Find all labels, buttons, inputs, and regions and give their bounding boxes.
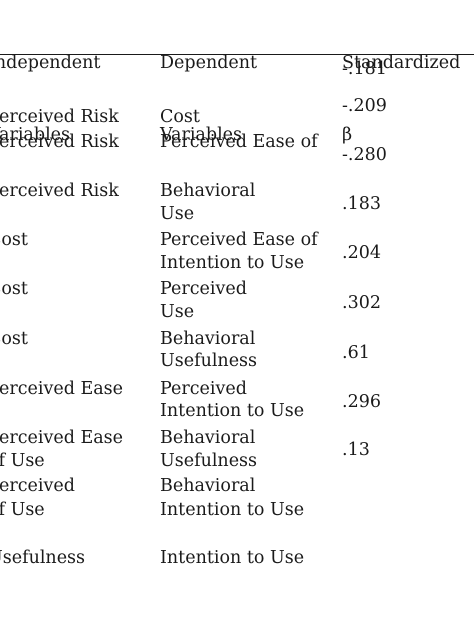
row-beta: .302 (342, 293, 381, 313)
row-dv-line: Usefulness (160, 451, 258, 471)
header-independent-line-2: Variables (0, 125, 70, 145)
row-dv-line: Behavioral (160, 428, 256, 448)
row-beta: .204 (342, 243, 381, 263)
header-beta-line-1: Standardized (342, 53, 461, 73)
row-dv-line: Use (160, 302, 195, 322)
row-dv-line: Perceived (160, 279, 247, 299)
row-dv-line: Behavioral (160, 476, 256, 496)
row-iv-line: Usefulness (0, 548, 86, 568)
row-dependent-variable: Perceived Ease of Use (160, 82, 335, 274)
row-dependent-variable: Perceived Ease of Use (160, 180, 335, 372)
header-dependent-line-1: Dependent (160, 53, 258, 73)
regression-table: Independent Variables Dependent Variable… (0, 3, 474, 568)
row-dv-line: Perceived Ease of (160, 132, 318, 152)
row-dependent-variable: Perceived Usefulness (160, 229, 335, 421)
row-beta: -.209 (342, 96, 387, 116)
row-iv-line: Perceived (0, 476, 75, 496)
row-dependent-variable: Behavioral Intention to Use (160, 426, 335, 618)
row-dv-line: Use (160, 204, 195, 224)
row-dv-line: Behavioral (160, 181, 256, 201)
row-iv-line: Cost (0, 279, 28, 299)
row-iv-line: Perceived Risk (0, 107, 119, 127)
header-rule (0, 54, 474, 56)
row-beta: -.280 (342, 145, 387, 165)
row-dependent-variable: Behavioral Intention to Use (160, 279, 335, 471)
header-dependent-variables: Dependent Variables (160, 3, 335, 195)
row-dv-line: Intention to Use (160, 401, 305, 421)
row-dv-line: Behavioral (160, 329, 256, 349)
row-independent-variable: Perceived Risk (0, 82, 138, 202)
row-independent-variable: Cost (0, 279, 138, 399)
row-iv-line: of Use (0, 451, 45, 471)
header-dependent-line-2: Variables (160, 125, 242, 145)
row-dependent-variable: Perceived Usefulness (160, 329, 335, 521)
row-dv-line: Usefulness (160, 351, 258, 371)
row-iv-line: Cost (0, 329, 28, 349)
row-iv-line: Cost (0, 230, 28, 250)
row-independent-variable: Perceived Usefulness (0, 426, 138, 618)
row-dv-line: Perceived Ease of (160, 230, 318, 250)
header-independent-variables: Independent Variables (0, 3, 138, 195)
row-independent-variable: Cost (0, 229, 138, 349)
row-iv-line: Perceived Ease (0, 428, 124, 448)
header-standardized-beta: Standardized β (342, 3, 474, 195)
row-beta: .13 (342, 440, 370, 460)
row-independent-variable: Cost (0, 180, 138, 300)
row-dv-line: Intention to Use (160, 548, 305, 568)
row-beta: .183 (342, 194, 381, 214)
row-beta: .61 (342, 343, 370, 363)
row-dependent-variable: Cost (160, 57, 335, 177)
row-dependent-variable: Behavioral Intention to Use (160, 131, 335, 323)
row-iv-line: Perceived Ease (0, 377, 123, 401)
row-independent-variable: Perceived Risk (0, 57, 138, 177)
row-beta: -.181 (342, 59, 387, 79)
row-independent-variable: Perceived Risk (0, 131, 138, 251)
row-dv-line: Perceived (160, 379, 247, 399)
header-independent-line-1: Independent (0, 53, 101, 73)
row-independent-variable: Perceived Ease of Use (0, 329, 138, 521)
row-dv-line: Cost (160, 107, 200, 127)
row-dv-line: Intention to Use (160, 253, 305, 273)
row-iv-line: Perceived Risk (0, 132, 119, 152)
header-beta-line-2: β (342, 125, 353, 145)
row-iv-line: Perceived Risk (0, 181, 119, 201)
row-iv-text: Perceived Ease (0, 379, 124, 399)
row-beta: .296 (342, 392, 381, 412)
